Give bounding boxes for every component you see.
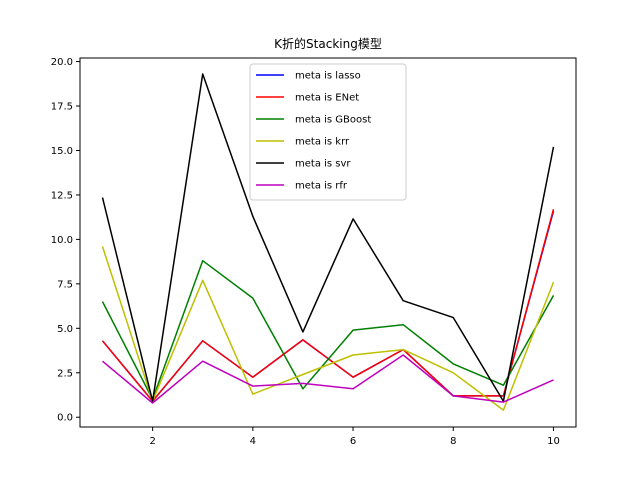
legend-box (249, 63, 407, 201)
series-line-5 (102, 354, 554, 404)
x-tick-label: 2 (149, 436, 155, 447)
y-tick-label: 5.0 (57, 324, 73, 335)
legend-label: meta is rfr (295, 181, 348, 192)
legend-label: meta is krr (295, 137, 350, 148)
series-line-4 (101, 73, 555, 402)
legend: meta is lasso meta is ENet meta is GBoost m… (249, 63, 407, 201)
chart-title: K折的Stacking模型 (274, 36, 382, 51)
legend-label: meta is lasso (295, 71, 361, 82)
x-tick-label: 10 (547, 436, 560, 447)
y-axis: 0.0 2.5 5.0 7.5 10.0 12.5 15.0 17.5 20.0 (51, 57, 80, 424)
legend-label: meta is GBoost (295, 115, 371, 126)
y-tick-label: 10.0 (51, 235, 73, 246)
y-tick-label: 7.5 (57, 279, 73, 290)
y-tick-label: 15.0 (51, 146, 73, 157)
legend-label: meta is svr (295, 159, 351, 170)
y-tick-label: 20.0 (51, 57, 73, 68)
series-line-2 (101, 259, 555, 401)
x-tick-label: 8 (450, 436, 456, 447)
series-layer (101, 73, 555, 411)
plot-frame (79, 57, 577, 428)
x-tick-label: 6 (350, 436, 356, 447)
y-tick-label: 0.0 (57, 413, 73, 424)
y-tick-label: 17.5 (51, 102, 73, 113)
y-tick-label: 2.5 (57, 368, 73, 379)
x-tick-label: 4 (250, 436, 256, 447)
series-line-3 (101, 246, 555, 411)
legend-label: meta is ENet (295, 93, 359, 104)
y-tick-label: 12.5 (51, 190, 73, 201)
x-axis: 2 4 6 8 10 (149, 427, 560, 447)
